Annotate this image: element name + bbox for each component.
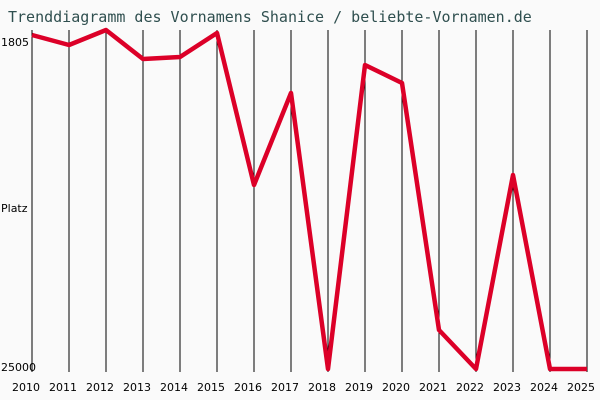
x-axis-label: 2020 [382, 381, 410, 394]
x-axis-label: 2016 [234, 381, 262, 394]
x-axis-label: 2017 [271, 381, 299, 394]
x-axis-label: 2025 [567, 381, 595, 394]
x-axis-label: 2014 [160, 381, 188, 394]
x-axis-label: 2010 [12, 381, 40, 394]
x-axis-label: 2024 [530, 381, 558, 394]
x-axis-label: 2012 [86, 381, 114, 394]
x-axis-label: 2015 [197, 381, 225, 394]
chart-title: Trenddiagramm des Vornamens Shanice / be… [8, 8, 532, 26]
x-axis-label: 2011 [49, 381, 77, 394]
x-axis-label: 2019 [345, 381, 373, 394]
vertical-gridlines [31, 30, 588, 372]
x-axis-label: 2018 [308, 381, 336, 394]
x-axis-label: 2023 [493, 381, 521, 394]
trend-line [31, 27, 587, 372]
y-axis-title: Platz [1, 202, 28, 215]
x-axis-label: 2022 [456, 381, 484, 394]
y-axis-bottom-label: 25000 [1, 361, 36, 374]
x-axis-label: 2021 [419, 381, 447, 394]
x-axis-label: 2013 [123, 381, 151, 394]
y-axis-top-label: 1805 [1, 36, 29, 49]
